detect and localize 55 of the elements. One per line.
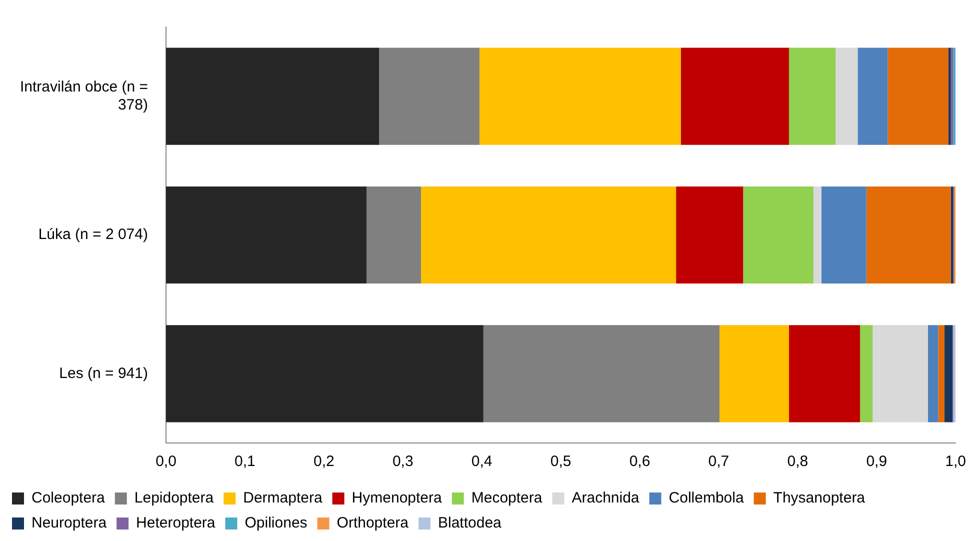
- bar: [788, 48, 836, 145]
- x-tick-label: 0,6: [629, 453, 650, 470]
- bar: [944, 325, 952, 422]
- bar: [166, 325, 484, 422]
- bar: [719, 325, 789, 422]
- bar: [166, 48, 380, 145]
- x-tick-label: 0,2: [313, 453, 334, 470]
- bar: [928, 325, 938, 422]
- legend-label: Neuroptera: [32, 514, 108, 532]
- bar: [680, 48, 789, 145]
- bar: [676, 186, 744, 284]
- bar: [788, 325, 860, 422]
- x-tick-label: 0,3: [392, 453, 414, 470]
- x-tick-label: 0,1: [234, 453, 256, 470]
- legend-label: Heteroptera: [136, 514, 216, 532]
- bar: [421, 186, 676, 284]
- legend-label: Dermaptera: [243, 490, 323, 507]
- x-tick-label: 1,0: [945, 453, 966, 470]
- legend-label: Blattodea: [438, 514, 502, 532]
- x-tick-label: 0,9: [866, 453, 888, 470]
- legend-label: Thysanoptera: [773, 490, 866, 507]
- bar: [483, 325, 720, 422]
- bar: [953, 325, 956, 422]
- bar: [858, 48, 888, 145]
- y-tick-label: Les (n = 941): [59, 364, 148, 382]
- x-tick-label: 0,7: [708, 453, 730, 470]
- bar: [860, 325, 873, 422]
- legend-label: Mecoptera: [471, 490, 543, 507]
- y-tick-label: Lúka (n = 2 074): [38, 226, 148, 244]
- x-tick-label: 0,5: [550, 453, 572, 470]
- bar: [166, 186, 367, 284]
- bar: [872, 325, 928, 422]
- bar: [888, 48, 948, 145]
- x-tick-label: 0,4: [471, 453, 492, 470]
- y-tick-label: Intravilán obce (n = 378): [20, 78, 148, 114]
- bar: [379, 48, 480, 145]
- bar: [743, 186, 814, 284]
- legend-label: Lepidoptera: [134, 490, 214, 507]
- x-tick-label: 0,0: [156, 453, 176, 470]
- bar: [366, 186, 422, 284]
- bar: [479, 48, 681, 145]
- legend-label: Coleoptera: [32, 490, 106, 507]
- bar: [938, 325, 945, 422]
- bar: [813, 186, 822, 284]
- bar: [821, 186, 866, 284]
- x-tick-label: 0,8: [787, 453, 808, 470]
- bar: [866, 186, 951, 284]
- bar: [948, 48, 951, 145]
- legend-label: Arachnida: [572, 490, 640, 507]
- legend-label: Hymenoptera: [352, 490, 443, 507]
- bar: [836, 48, 858, 145]
- legend-label: Collembola: [668, 490, 744, 507]
- legend-label: Orthoptera: [336, 514, 410, 532]
- legend-label: Opiliones: [244, 514, 308, 532]
- bar: [953, 48, 956, 145]
